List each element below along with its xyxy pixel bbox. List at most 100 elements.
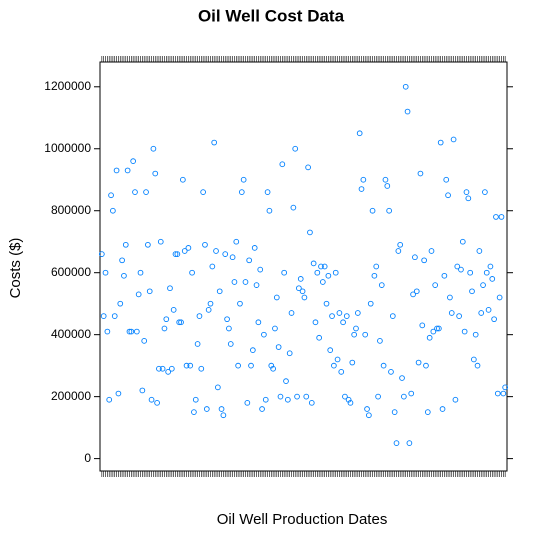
point [310, 260, 317, 267]
point [299, 288, 306, 295]
y-tick-label: 400000 [51, 327, 91, 341]
point [207, 300, 214, 307]
point [356, 130, 363, 137]
point [174, 251, 181, 257]
point [471, 356, 477, 363]
point [483, 269, 490, 276]
point [163, 316, 170, 323]
point [331, 362, 337, 369]
point [382, 176, 389, 183]
point [139, 387, 146, 394]
point [502, 384, 509, 391]
point [472, 331, 479, 338]
point [202, 241, 208, 248]
point [362, 331, 369, 338]
point [340, 319, 346, 326]
point [450, 136, 457, 143]
point [412, 254, 418, 261]
point [371, 272, 378, 279]
point [301, 294, 308, 301]
point [227, 341, 234, 347]
point [351, 331, 357, 338]
point [215, 384, 221, 391]
point [226, 325, 232, 332]
point [369, 207, 376, 214]
point [235, 362, 241, 369]
point [108, 192, 114, 199]
point [216, 288, 223, 295]
point [408, 390, 415, 397]
point [292, 145, 299, 152]
point [264, 189, 271, 195]
point [454, 263, 461, 270]
point [218, 406, 225, 412]
point [415, 359, 422, 366]
point [286, 350, 293, 357]
point [224, 316, 230, 323]
point [388, 368, 394, 375]
point [262, 396, 269, 403]
point [439, 406, 446, 412]
point [283, 378, 289, 384]
point [399, 375, 405, 381]
point [445, 192, 451, 199]
point [161, 325, 168, 332]
point [211, 139, 218, 146]
point [290, 204, 297, 211]
point [491, 316, 497, 323]
point [231, 279, 238, 285]
point [480, 282, 486, 288]
point [325, 272, 332, 279]
point [478, 310, 485, 316]
point [273, 294, 280, 301]
point [349, 359, 356, 366]
point [343, 313, 350, 319]
point [474, 362, 481, 369]
point [437, 139, 444, 146]
point [180, 176, 186, 183]
point [430, 328, 437, 335]
point [115, 390, 122, 397]
point [378, 282, 385, 288]
point [498, 214, 505, 220]
point [238, 189, 245, 195]
point [294, 393, 300, 400]
point [222, 251, 229, 257]
point [148, 396, 155, 403]
point [178, 319, 184, 326]
point [360, 176, 367, 183]
point [353, 325, 359, 332]
point [452, 396, 459, 403]
point [106, 396, 113, 403]
point [176, 319, 183, 326]
point [428, 248, 435, 254]
point [342, 393, 348, 400]
point [443, 176, 450, 183]
point [316, 334, 323, 341]
point [251, 245, 258, 251]
point [384, 183, 391, 189]
point [448, 310, 455, 316]
point [296, 285, 302, 292]
point [459, 238, 466, 245]
point [465, 195, 472, 202]
point [192, 396, 199, 403]
point [196, 313, 203, 319]
point [367, 300, 374, 307]
point [246, 257, 253, 264]
point [397, 241, 404, 248]
point [402, 83, 409, 90]
point [133, 328, 140, 335]
point [135, 291, 142, 298]
point [358, 186, 365, 192]
point [332, 269, 339, 276]
point [389, 313, 396, 319]
point [366, 412, 372, 419]
point [122, 241, 129, 248]
point [102, 269, 109, 276]
point [146, 288, 153, 295]
point [181, 248, 188, 254]
point [257, 266, 264, 273]
point [406, 440, 413, 446]
